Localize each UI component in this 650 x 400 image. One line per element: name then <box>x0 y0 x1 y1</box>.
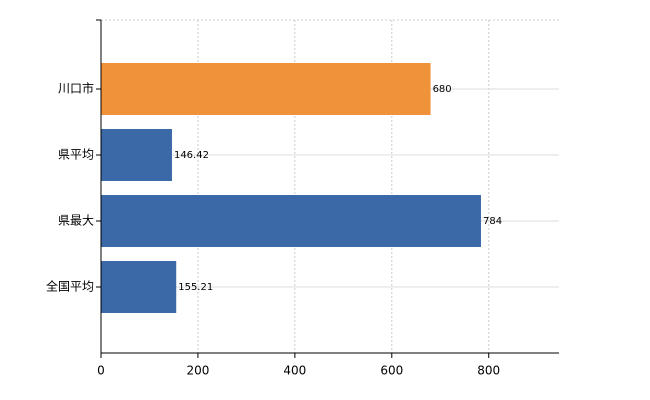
x-tick-label: 600 <box>380 364 403 378</box>
x-tick-label: 800 <box>477 364 500 378</box>
bar <box>101 129 172 181</box>
bar <box>101 261 177 313</box>
x-tick-label: 0 <box>97 364 105 378</box>
y-tick-label: 全国平均 <box>46 279 94 294</box>
y-tick-label: 県最大 <box>58 214 94 228</box>
value-label: 146.42 <box>174 150 209 161</box>
value-label: 155.21 <box>178 282 213 293</box>
bar <box>101 195 481 247</box>
value-label: 680 <box>433 84 452 95</box>
x-tick-label: 400 <box>283 364 306 378</box>
value-label: 784 <box>483 216 502 227</box>
bar <box>101 63 431 115</box>
x-tick-label: 200 <box>186 364 209 378</box>
y-tick-label: 県平均 <box>58 148 94 162</box>
y-tick-label: 川口市 <box>58 81 94 96</box>
